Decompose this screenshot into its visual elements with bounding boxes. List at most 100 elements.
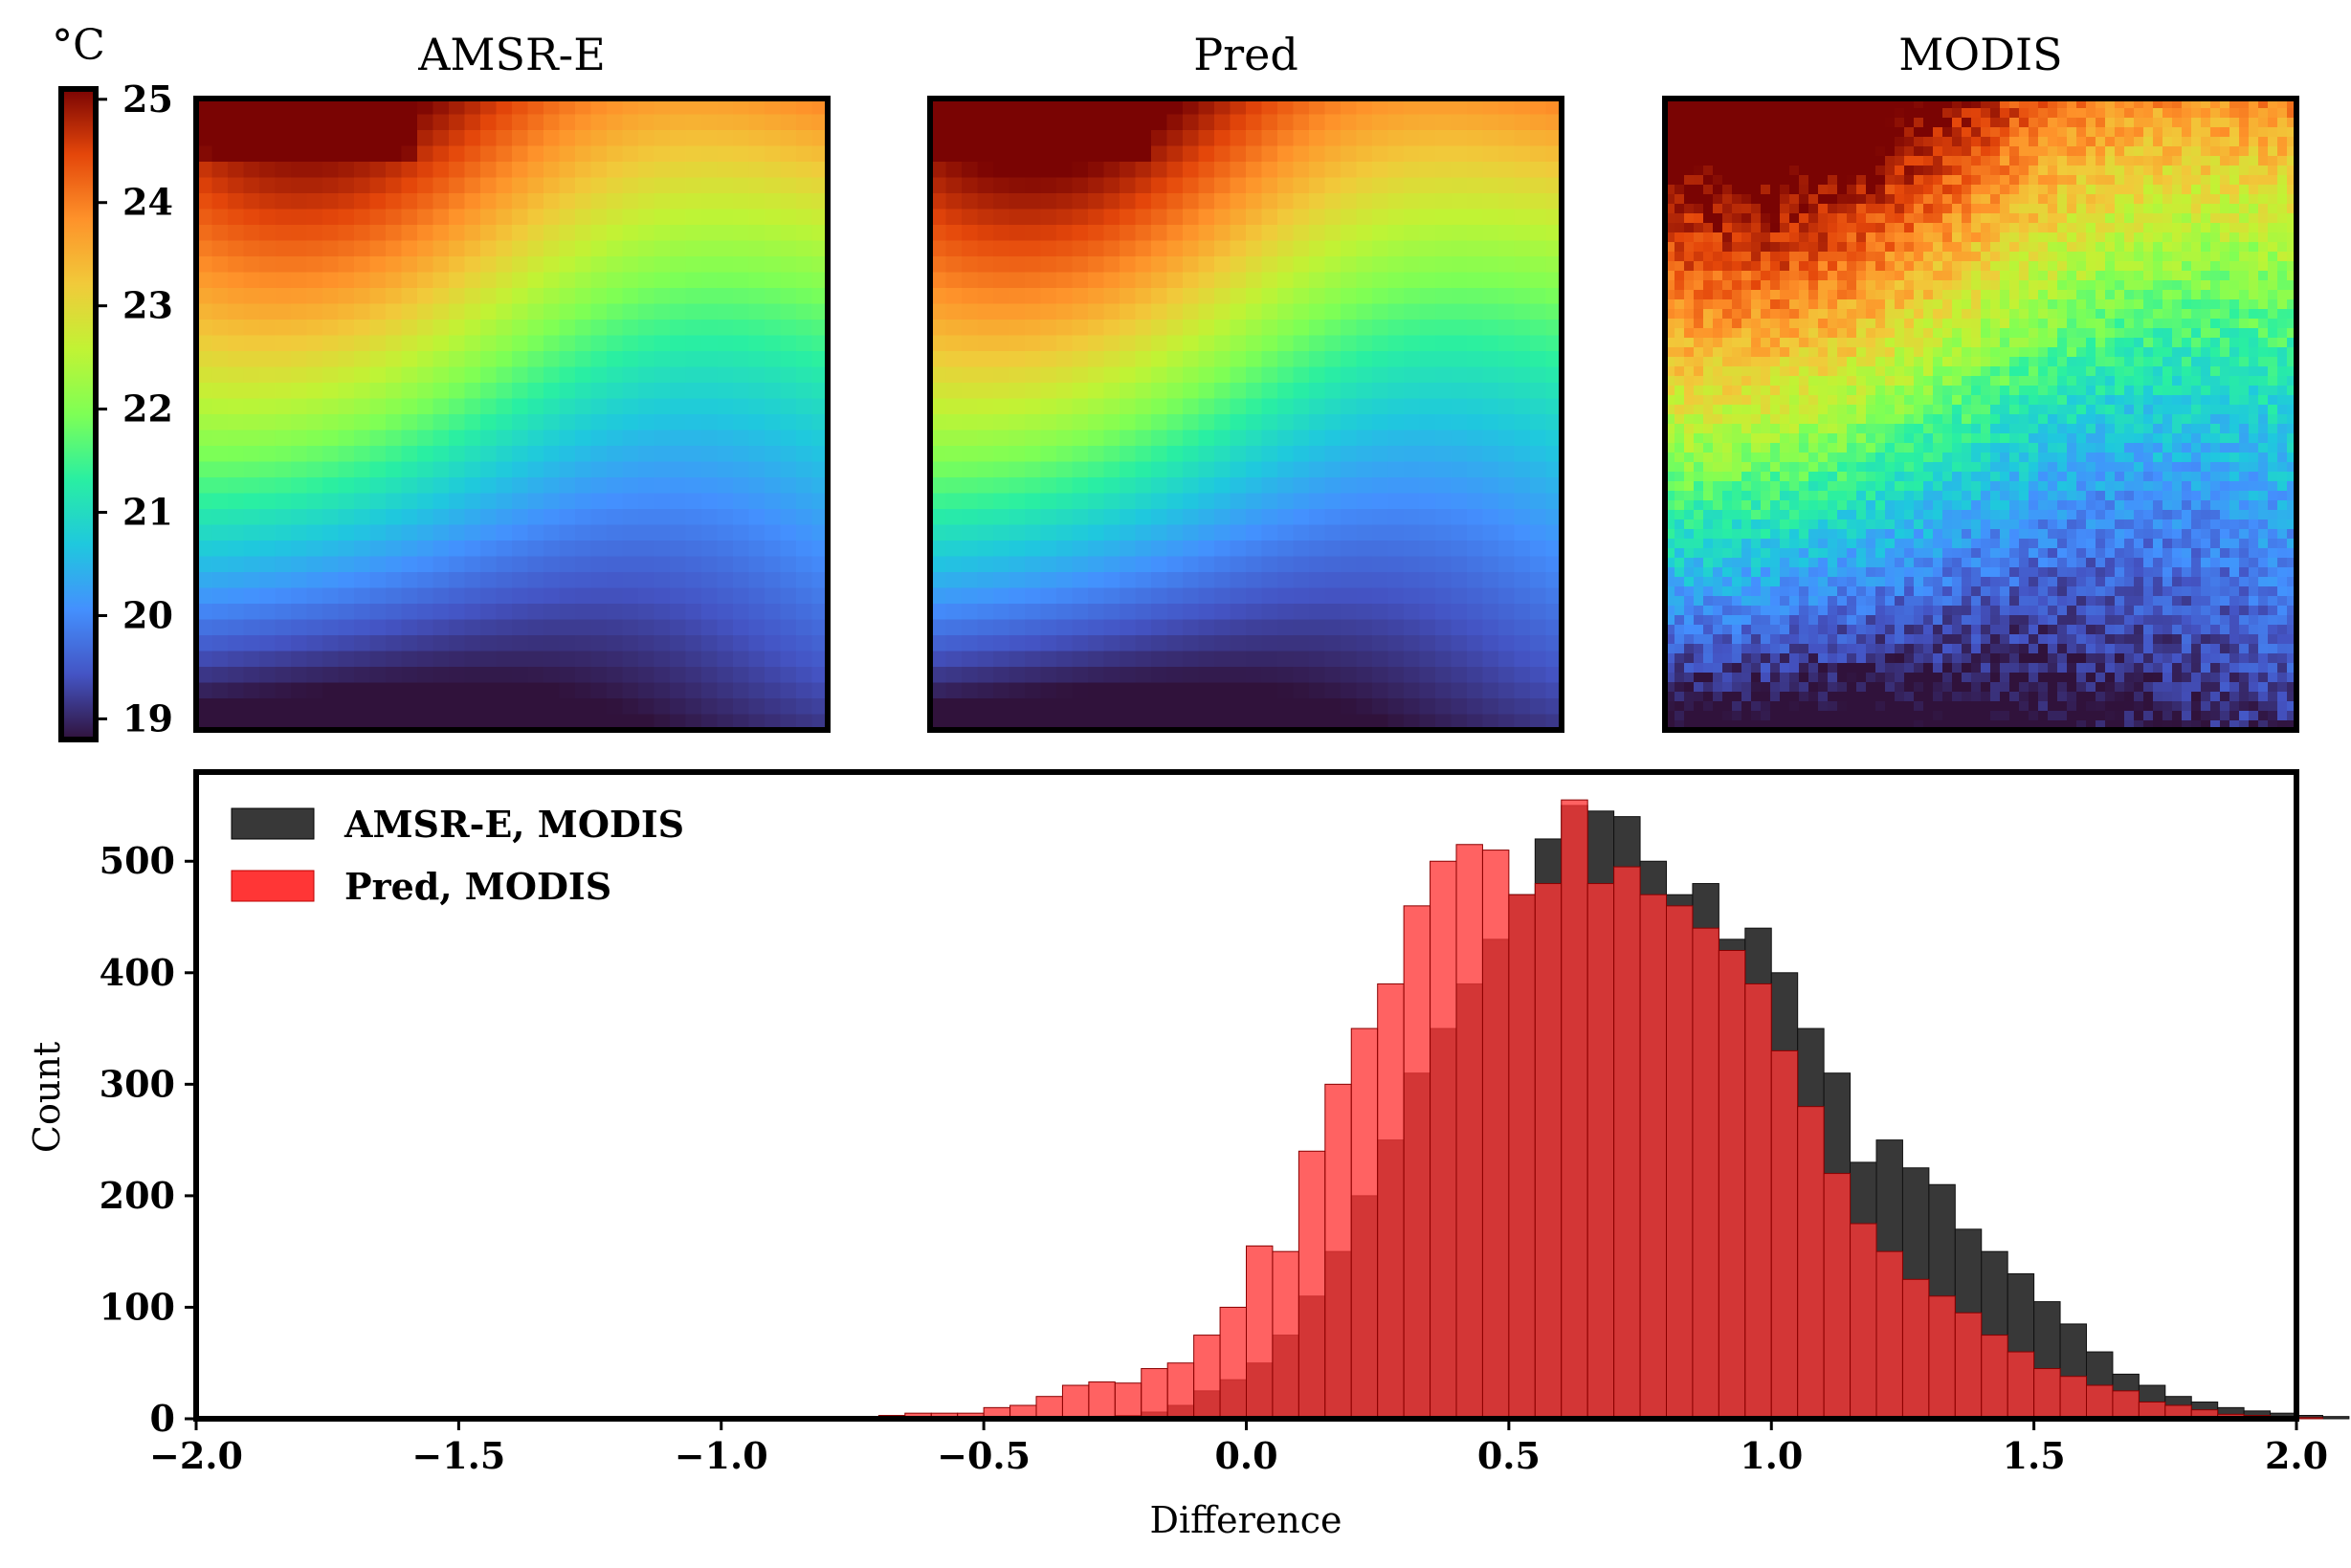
heatmap-cell bbox=[654, 177, 671, 194]
heatmap-cell bbox=[1135, 114, 1152, 131]
heatmap-cell bbox=[228, 414, 245, 431]
heatmap-cell bbox=[2191, 185, 2202, 195]
heatmap-cell bbox=[2258, 299, 2269, 310]
heatmap-cell bbox=[2249, 194, 2259, 205]
heatmap-cell bbox=[1799, 204, 1809, 214]
heatmap-cell bbox=[977, 398, 994, 415]
heatmap-cell bbox=[1198, 240, 1215, 257]
heatmap-cell bbox=[2277, 156, 2288, 166]
heatmap-cell bbox=[401, 114, 418, 131]
heatmap-cell bbox=[1151, 383, 1168, 400]
heatmap-cell bbox=[993, 366, 1010, 384]
heatmap-cell bbox=[2134, 194, 2144, 205]
heatmap-cell bbox=[1885, 299, 1896, 310]
heatmap-cell bbox=[717, 193, 734, 210]
heatmap-cell bbox=[1103, 714, 1120, 731]
heatmap-cell bbox=[1741, 175, 1752, 186]
heatmap-cell bbox=[2143, 185, 2154, 195]
heatmap-cell bbox=[1530, 587, 1547, 605]
heatmap-cell bbox=[2029, 271, 2039, 281]
heatmap-cell bbox=[449, 572, 466, 589]
heatmap-cell bbox=[1404, 556, 1421, 573]
heatmap-cell bbox=[717, 572, 734, 589]
heatmap-cell bbox=[1703, 156, 1714, 166]
heatmap-cell bbox=[1072, 193, 1089, 210]
heatmap-cell bbox=[2153, 185, 2163, 195]
heatmap-cell bbox=[2115, 223, 2125, 233]
heatmap-cell bbox=[1875, 338, 1886, 348]
heatmap-cell bbox=[1214, 430, 1231, 447]
heatmap-cell bbox=[945, 698, 963, 716]
heatmap-cell bbox=[2067, 146, 2077, 157]
heatmap-cell bbox=[449, 477, 466, 495]
heatmap-cell bbox=[1309, 114, 1326, 131]
heatmap-cell bbox=[2096, 99, 2106, 109]
heatmap-cell bbox=[1230, 130, 1247, 147]
heatmap-cell bbox=[1040, 177, 1057, 194]
heatmap-cell bbox=[322, 99, 340, 116]
heatmap-cell bbox=[1387, 162, 1405, 179]
heatmap-cell bbox=[211, 587, 229, 605]
heatmap-cell bbox=[196, 604, 213, 621]
heatmap-cell bbox=[1866, 108, 1876, 119]
heatmap-cell bbox=[717, 667, 734, 684]
heatmap-cell bbox=[977, 714, 994, 731]
heatmap-cell bbox=[1875, 166, 1886, 176]
heatmap-cell bbox=[2287, 338, 2297, 348]
heatmap-cell bbox=[2220, 252, 2230, 262]
heatmap-cell bbox=[962, 288, 979, 305]
heatmap-cell bbox=[1025, 145, 1042, 163]
heatmap-cell bbox=[496, 682, 513, 699]
heatmap-cell bbox=[1056, 193, 1074, 210]
heatmap-cell bbox=[701, 209, 719, 226]
heatmap-cell bbox=[1056, 99, 1074, 116]
heatmap-cell bbox=[243, 414, 260, 431]
heatmap-cell bbox=[780, 383, 797, 400]
heatmap-cell bbox=[1198, 414, 1215, 431]
heatmap-cell bbox=[1482, 209, 1499, 226]
heatmap-cell bbox=[1713, 118, 1723, 128]
heatmap-cell bbox=[2220, 166, 2230, 176]
heatmap-cell bbox=[1372, 209, 1389, 226]
heatmap-cell bbox=[1072, 99, 1089, 116]
heatmap-cell bbox=[338, 162, 355, 179]
heatmap-cell bbox=[2086, 99, 2096, 109]
heatmap-cell bbox=[1545, 541, 1563, 558]
heatmap-cell bbox=[1135, 209, 1152, 226]
heatmap-cell bbox=[1713, 347, 1723, 358]
heatmap-cell bbox=[2067, 271, 2077, 281]
heatmap-cell bbox=[243, 303, 260, 320]
heatmap-cell bbox=[977, 209, 994, 226]
heatmap-cell bbox=[622, 240, 639, 257]
heatmap-cell bbox=[1120, 477, 1137, 495]
heatmap-cell bbox=[1828, 347, 1838, 358]
heatmap-cell bbox=[2249, 223, 2259, 233]
heatmap-cell bbox=[1514, 366, 1531, 384]
heatmap-cell bbox=[1198, 177, 1215, 194]
heatmap-cell bbox=[559, 556, 576, 573]
heatmap-cell bbox=[1895, 271, 1905, 281]
heatmap-cell bbox=[2182, 185, 2192, 195]
heatmap-cell bbox=[607, 714, 624, 731]
heatmap-cell bbox=[1356, 446, 1373, 463]
heatmap-cell bbox=[1799, 319, 1809, 329]
heatmap-cell bbox=[2000, 185, 2010, 195]
heatmap-cell bbox=[228, 351, 245, 368]
heatmap-cell bbox=[748, 541, 765, 558]
heatmap-cell bbox=[449, 587, 466, 605]
heatmap-cell bbox=[2239, 127, 2250, 138]
heatmap-cell bbox=[1151, 446, 1168, 463]
heatmap-cell bbox=[2134, 338, 2144, 348]
heatmap-cell bbox=[1372, 114, 1389, 131]
heatmap-cell bbox=[2105, 232, 2116, 243]
heatmap-cell bbox=[1914, 146, 1924, 157]
heatmap-cell bbox=[338, 209, 355, 226]
heatmap-cell bbox=[575, 303, 592, 320]
heatmap-cell bbox=[1419, 398, 1436, 415]
heatmap-cell bbox=[1324, 524, 1342, 541]
heatmap-cell bbox=[1120, 256, 1137, 274]
heatmap-cell bbox=[2029, 261, 2039, 272]
heatmap-cell bbox=[1971, 271, 1982, 281]
heatmap-cell bbox=[449, 398, 466, 415]
heatmap-cell bbox=[543, 99, 561, 116]
